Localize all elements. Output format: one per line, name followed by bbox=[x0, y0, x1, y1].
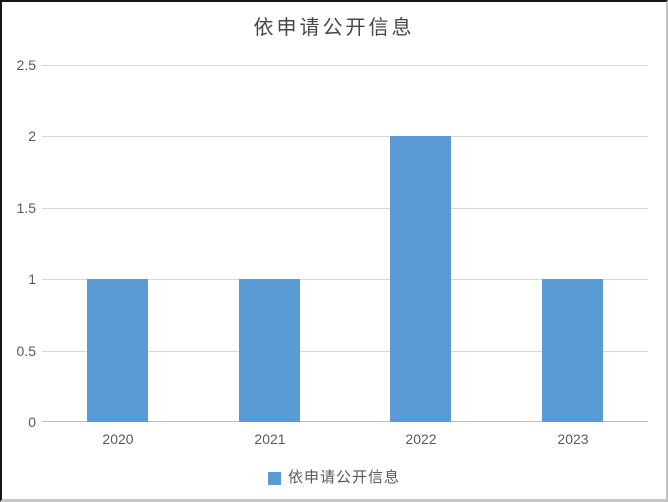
legend-swatch-icon bbox=[267, 471, 281, 485]
legend: 依申请公开信息 bbox=[2, 468, 666, 488]
bar-2022 bbox=[390, 136, 451, 422]
y-axis-tick-label: 0 bbox=[28, 414, 36, 430]
y-axis-tick-label: 1.5 bbox=[16, 200, 36, 216]
chart-title: 依申请公开信息 bbox=[253, 17, 415, 39]
x-axis-tick-label: 2022 bbox=[405, 431, 437, 447]
x-axis-line bbox=[42, 421, 648, 422]
bar-2021 bbox=[239, 279, 300, 422]
gridline bbox=[42, 279, 648, 280]
x-axis-tick-label: 2020 bbox=[102, 431, 134, 447]
gridline bbox=[42, 208, 648, 209]
y-axis-tick-label: 2.5 bbox=[16, 57, 36, 73]
y-axis-tick-label: 0.5 bbox=[16, 343, 36, 359]
bar-2023 bbox=[542, 279, 603, 422]
x-axis-tick-label: 2021 bbox=[254, 431, 286, 447]
y-axis-tick-label: 1 bbox=[28, 271, 36, 287]
gridline bbox=[42, 351, 648, 352]
gridline bbox=[42, 136, 648, 137]
gridline bbox=[42, 65, 648, 66]
legend-label: 依申请公开信息 bbox=[287, 469, 400, 486]
x-axis-tick-label: 2023 bbox=[557, 431, 589, 447]
y-axis-tick-label: 2 bbox=[28, 128, 36, 144]
bar-2020 bbox=[87, 279, 148, 422]
plot-area bbox=[42, 65, 648, 422]
